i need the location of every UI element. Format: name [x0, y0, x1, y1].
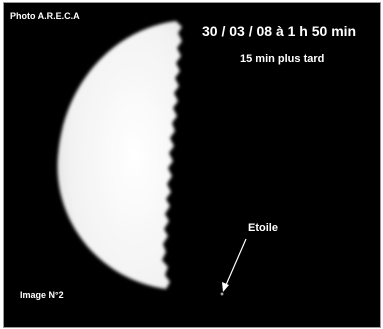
observation-datetime: 30 / 03 / 08 à 1 h 50 min: [202, 23, 357, 39]
star-label: Etoile: [248, 222, 278, 234]
image-number-label: Image N°2: [20, 290, 64, 300]
photo-credit: Photo A.R.E.C.A: [10, 11, 80, 21]
time-offset-note: 15 min plus tard: [240, 53, 325, 65]
star: [220, 292, 224, 296]
moon: [57, 21, 183, 289]
photo-frame: Photo A.R.E.C.A 30 / 03 / 08 à 1 h 50 mi…: [3, 2, 381, 328]
star-arrow: [222, 238, 247, 292]
moon-occultation-photo: [4, 3, 380, 327]
